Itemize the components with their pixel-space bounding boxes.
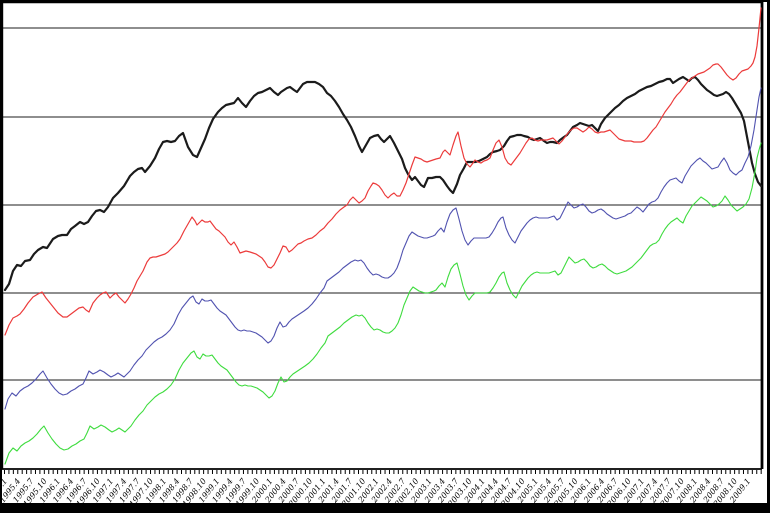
chart-background — [2, 2, 767, 503]
series-blue-line — [4, 87, 762, 410]
series-green-line — [4, 142, 762, 465]
series-black-line — [3, 75, 763, 292]
series-red-line — [4, 7, 762, 336]
